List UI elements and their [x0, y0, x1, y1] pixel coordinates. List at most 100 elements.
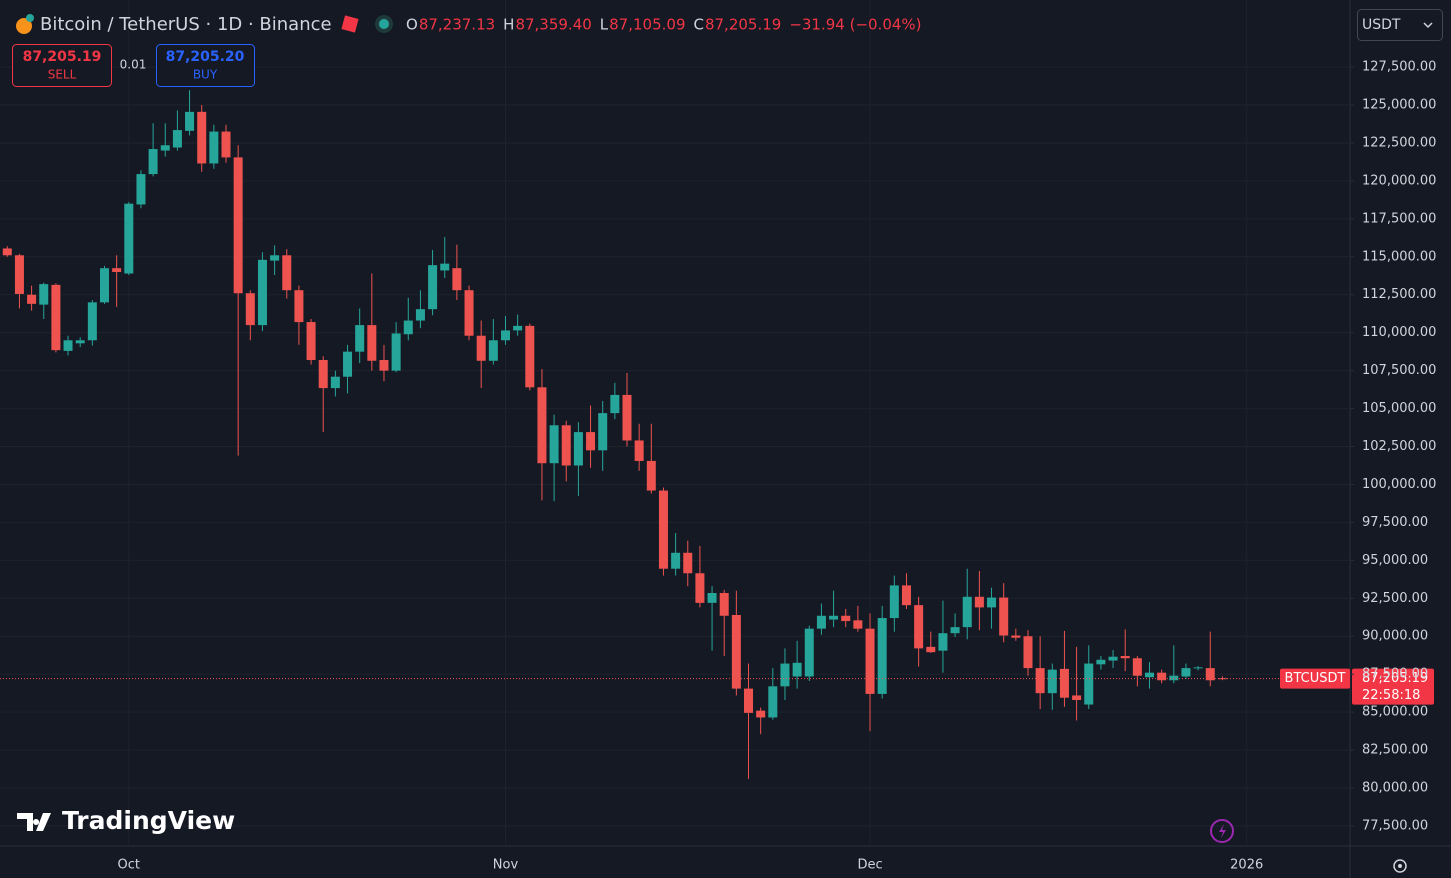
candle-body	[136, 174, 146, 205]
candle-body	[987, 597, 997, 608]
candle-body	[1023, 636, 1033, 669]
candle-body	[233, 157, 243, 294]
overlay: BTCUSDT 87,205.19 22:58:18	[0, 668, 1434, 705]
candle-body	[1108, 656, 1118, 661]
candle-body	[768, 686, 778, 718]
candle-body	[792, 662, 802, 677]
ohlc-letter: O	[406, 16, 418, 34]
candle-body	[901, 585, 911, 606]
ohlc-value: 87,359.40	[515, 16, 591, 34]
candle-body	[221, 131, 231, 158]
y-tick-label: 92,500.00	[1362, 591, 1428, 606]
data-status-dot[interactable]	[379, 19, 389, 29]
candle-body	[330, 376, 340, 389]
settings-button[interactable]	[1393, 859, 1407, 873]
buy-price: 87,205.20	[166, 49, 245, 65]
candle-body	[671, 552, 681, 569]
candle-body	[270, 255, 280, 261]
y-tick-label: 127,500.00	[1362, 60, 1436, 75]
logo-text[interactable]: TradingView	[62, 806, 235, 835]
y-tick-label: 80,000.00	[1362, 781, 1428, 796]
candle-body	[452, 268, 462, 291]
spread: 0.01	[120, 58, 147, 72]
candle-body	[172, 130, 182, 148]
candle-body	[1096, 659, 1106, 665]
candle-body	[695, 573, 705, 603]
candle-body	[561, 425, 571, 466]
candle-body	[428, 265, 438, 310]
candle-body	[440, 263, 450, 271]
y-tick-label: 110,000.00	[1362, 325, 1436, 340]
candle-body	[14, 255, 24, 294]
candle-body	[403, 320, 413, 335]
market-status-icon[interactable]	[341, 15, 359, 33]
candle-body	[209, 131, 219, 164]
candle-body	[2, 248, 12, 256]
candle-body	[926, 646, 936, 653]
candle-body	[1035, 668, 1045, 694]
y-tick-label: 85,000.00	[1362, 705, 1428, 720]
candle-body	[537, 387, 547, 464]
settings-icon-center	[1398, 864, 1402, 868]
candle-body	[27, 294, 37, 304]
ohlc-legend: O 87,237.13 H 87,359.40 L 87,105.09 C 87,205.19…	[406, 16, 922, 34]
candle-body	[889, 585, 899, 619]
price-tag-value: 87,205.19	[1362, 671, 1428, 686]
price-tag	[1352, 668, 1434, 705]
candle-body	[1120, 655, 1130, 659]
buy-label: BUY	[193, 68, 218, 82]
candle-body	[294, 290, 304, 323]
sell-button[interactable]	[12, 44, 112, 87]
x-tick-label: Nov	[493, 858, 519, 873]
buy-button[interactable]	[156, 44, 255, 87]
price-tag-countdown: 22:58:18	[1362, 688, 1420, 703]
symbol-title[interactable]: Bitcoin / TetherUS · 1D · Binance	[40, 14, 332, 35]
candle-body	[707, 592, 717, 603]
currency-select[interactable]	[1357, 9, 1443, 41]
candle-body	[75, 340, 85, 344]
candle-body	[1145, 672, 1155, 678]
y-tick-label: 90,000.00	[1362, 629, 1428, 644]
y-tick-label: 122,500.00	[1362, 135, 1436, 150]
candle-body	[379, 360, 389, 371]
candle-body	[100, 268, 110, 303]
candle-body	[683, 552, 693, 574]
y-tick-label: 82,500.00	[1362, 743, 1428, 758]
candle-body	[731, 614, 741, 689]
logo-icon	[17, 813, 51, 831]
candle-body	[1181, 668, 1191, 677]
candle-body	[586, 432, 596, 451]
alert-icon	[1219, 824, 1226, 838]
alert-button[interactable]	[1210, 819, 1234, 843]
candle-body	[1072, 695, 1082, 700]
y-tick-label: 107,500.00	[1362, 363, 1436, 378]
candle-body	[877, 618, 887, 694]
ohlc-letter: L	[600, 16, 609, 34]
candle-body	[185, 111, 195, 131]
candle-body	[112, 268, 122, 272]
candle-body	[974, 596, 984, 608]
candle-body	[355, 325, 365, 352]
candle-body	[999, 597, 1009, 636]
candle-body	[646, 460, 656, 491]
candle-body	[1169, 675, 1179, 681]
ohlc-letter: H	[503, 16, 514, 34]
candle-body	[87, 302, 97, 341]
candle-body	[756, 710, 766, 718]
price-change: −31.94 (−0.04%)	[789, 16, 921, 34]
ohlc-value: 87,237.13	[419, 16, 495, 34]
candle-body	[1059, 668, 1069, 698]
y-tick-label: 120,000.00	[1362, 173, 1436, 188]
currency-label: USDT	[1362, 17, 1401, 33]
candle-body	[1157, 672, 1167, 681]
ohlc-value: 87,205.19	[705, 16, 781, 34]
candle-body	[829, 615, 839, 620]
candle-body	[525, 325, 535, 388]
candle-body	[306, 322, 316, 361]
candle-body	[549, 425, 559, 464]
candle-body	[1217, 678, 1227, 680]
y-tick-label: 77,500.00	[1362, 818, 1428, 833]
candle-body	[914, 605, 924, 649]
candles	[2, 90, 1227, 779]
candle-body	[841, 615, 851, 622]
